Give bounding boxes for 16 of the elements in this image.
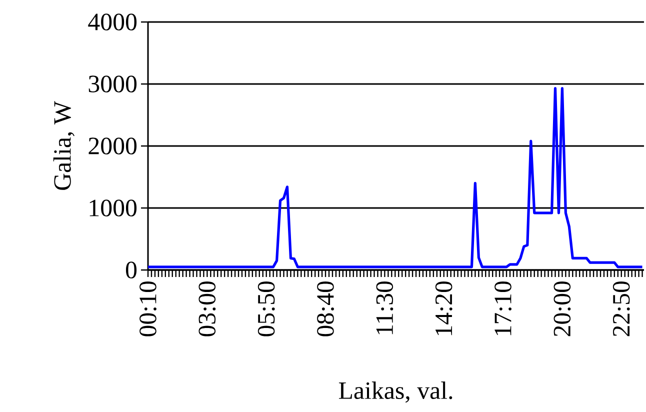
y-axis-title: Galia, W (53, 101, 74, 190)
y-tick-label: 3000 (88, 76, 137, 92)
x-tick-label: 05:50 (258, 281, 275, 336)
x-tick-label: 22:50 (612, 281, 630, 336)
x-tick-label: 03:00 (198, 281, 216, 336)
y-tick-label: 4000 (88, 14, 137, 30)
x-tick-label: 20:00 (554, 281, 571, 336)
x-tick-label: 08:40 (317, 281, 334, 336)
x-tick-label: 14:20 (435, 281, 452, 336)
y-tick-label: 0 (126, 262, 137, 278)
x-tick-label: 00:10 (140, 281, 156, 336)
y-tick-label: 1000 (90, 200, 137, 216)
x-tick-label: 11:30 (376, 281, 394, 334)
y-tick-label: 2000 (88, 138, 137, 154)
x-tick-label: 17:10 (494, 281, 512, 336)
x-axis-title: Laikas, val. (338, 382, 452, 403)
